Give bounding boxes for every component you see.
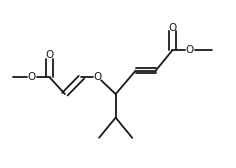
Text: O: O: [28, 72, 36, 82]
Text: O: O: [186, 45, 194, 55]
Text: O: O: [46, 50, 54, 60]
Text: O: O: [168, 23, 176, 33]
Text: O: O: [94, 72, 102, 82]
